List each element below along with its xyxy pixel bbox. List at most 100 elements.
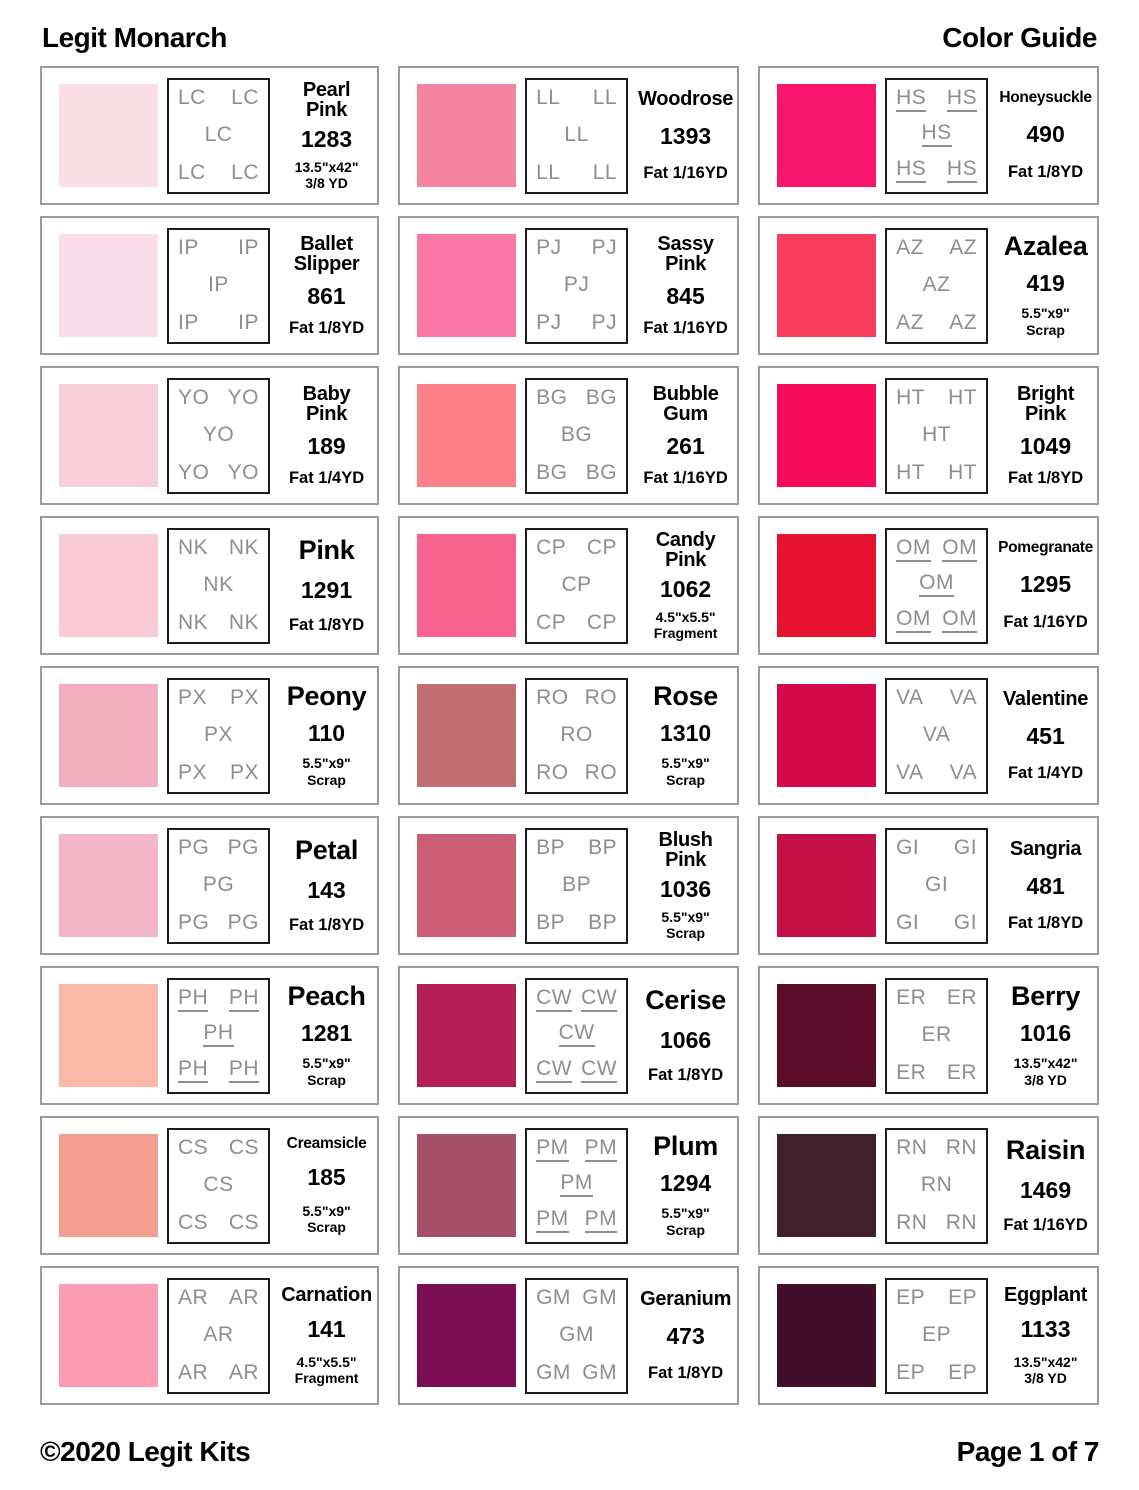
code-label: BG — [536, 385, 568, 409]
code-label: IP — [238, 310, 259, 334]
code-row-middle: LC — [178, 124, 259, 145]
code-label: RN — [945, 1135, 978, 1159]
color-card: EP EP EP EP EP Eggplant 1133 13.5"x42" 3/… — [758, 1266, 1099, 1405]
cut-size-line: 5.5"x9" — [302, 1055, 351, 1072]
cut-size-line: 3/8 YD — [1024, 1071, 1067, 1088]
code-label: ER — [921, 1023, 952, 1046]
cut-size-line: 13.5"x42" — [294, 158, 359, 175]
cut-size: Fat 1/8YD — [1008, 469, 1083, 487]
fabric-info: Cerise 1066 Fat 1/8YD — [637, 973, 734, 1099]
fabric-name: Peach — [287, 981, 366, 1012]
fabric-name: Eggplant — [1003, 1284, 1088, 1307]
code-row-bottom: GM GM — [536, 1362, 617, 1383]
code-label: LC — [204, 123, 233, 146]
code-row-middle: CW — [536, 1022, 617, 1047]
code-label: PG — [227, 835, 259, 859]
cut-size: Fat 1/8YD — [1008, 163, 1083, 181]
code-label: IP — [178, 235, 199, 259]
code-label: PG — [227, 910, 259, 934]
cut-size-line: 13.5"x42" — [1013, 1353, 1078, 1370]
code-label: PJ — [563, 273, 590, 296]
cut-size: Fat 1/8YD — [289, 916, 364, 934]
code-label: LL — [592, 85, 618, 109]
code-row-middle: IP — [178, 274, 259, 295]
cut-size-line: Fat 1/16YD — [643, 319, 728, 338]
code-label: RO — [560, 723, 593, 746]
code-row-top: BG BG — [536, 387, 617, 408]
code-label: OM — [919, 572, 954, 597]
cut-size-line: Fat 1/4YD — [288, 469, 365, 488]
code-label: EP — [948, 1285, 978, 1309]
fabric-number: 481 — [1026, 873, 1065, 900]
color-card: PG PG PG PG PG Petal 143 Fat 1/8YD — [40, 816, 380, 955]
code-label: BP — [562, 873, 592, 896]
color-card: RN RN RN RN RN Raisin 1469 Fat 1/16YD — [758, 1116, 1099, 1255]
code-row-middle: PH — [178, 1022, 259, 1047]
cut-size-line: Scrap — [1026, 321, 1065, 338]
code-label: CP — [561, 573, 592, 596]
fabric-number: 141 — [307, 1316, 346, 1343]
code-box: YO YO YO YO YO — [167, 377, 270, 494]
code-label: AR — [228, 1285, 259, 1309]
code-box: AZ AZ AZ AZ AZ — [885, 227, 989, 344]
cut-size-line: 5.5"x9" — [661, 755, 710, 772]
cut-size: 5.5"x9" Scrap — [661, 755, 709, 787]
color-swatch — [59, 534, 158, 637]
code-label: HT — [948, 385, 978, 409]
code-label: AR — [178, 1285, 209, 1309]
color-swatch — [59, 1134, 158, 1237]
cut-size-line: Fragment — [653, 624, 718, 641]
code-label: CW — [536, 987, 573, 1012]
fabric-name: Honeysuckle — [999, 88, 1092, 106]
code-label: PG — [178, 835, 210, 859]
code-row-top: EP EP — [896, 1287, 977, 1308]
fabric-name: Pink — [298, 534, 355, 565]
fabric-name: Raisin — [1005, 1134, 1086, 1165]
code-label: LC — [178, 85, 206, 109]
cut-size-line: Fat 1/16YD — [1003, 1216, 1088, 1235]
fabric-number: 1133 — [1020, 1316, 1071, 1343]
code-label: GI — [896, 835, 920, 859]
color-swatch — [777, 984, 877, 1087]
code-label: RO — [536, 760, 569, 784]
code-label: ER — [946, 985, 978, 1009]
cut-size-line: 5.5"x9" — [661, 1205, 710, 1222]
code-row-middle: AR — [178, 1324, 259, 1345]
code-label: YO — [178, 385, 210, 409]
color-swatch — [59, 384, 158, 487]
code-label: HS — [896, 158, 927, 183]
code-box: ER ER ER ER ER — [885, 977, 989, 1094]
code-label: GM — [582, 1285, 618, 1309]
code-label: PJ — [591, 235, 618, 259]
code-row-middle: PG — [178, 874, 259, 895]
page-header: Legit Monarch Color Guide — [40, 14, 1099, 66]
fabric-info: Pink 1291 Fat 1/8YD — [279, 523, 374, 649]
code-row-bottom: LC LC — [178, 162, 259, 183]
fabric-info: Bright Pink 1049 Fat 1/8YD — [997, 373, 1094, 499]
code-label: BG — [536, 460, 568, 484]
code-label: GM — [582, 1360, 618, 1384]
color-swatch — [777, 834, 877, 937]
color-card: PH PH PH PH PH Peach 1281 5.5"x9" Scrap — [40, 966, 380, 1105]
code-row-top: AZ AZ — [896, 237, 977, 258]
color-swatch — [417, 234, 517, 337]
code-label: HT — [896, 385, 926, 409]
code-label: PM — [584, 1137, 618, 1162]
fabric-number: 1393 — [660, 123, 712, 150]
fabric-name: Berry — [1011, 981, 1081, 1012]
code-label: NK — [203, 573, 234, 596]
code-label: YO — [227, 460, 259, 484]
fabric-name: Geranium — [640, 1287, 732, 1310]
cut-size: 5.5"x9" Scrap — [302, 1203, 350, 1235]
code-label: VA — [896, 685, 924, 709]
cut-size: 5.5"x9" Scrap — [661, 909, 709, 941]
code-row-top: PG PG — [178, 837, 259, 858]
code-label: CW — [536, 1058, 573, 1083]
cut-size-line: Fragment — [294, 1369, 359, 1386]
fabric-number: 143 — [307, 876, 346, 903]
code-row-top: HS HS — [896, 87, 978, 112]
code-label: LC — [178, 160, 206, 184]
cut-size: Fat 1/4YD — [289, 469, 364, 487]
code-box: PM PM PM PM PM — [525, 1127, 629, 1244]
code-row-top: PJ PJ — [536, 237, 617, 258]
